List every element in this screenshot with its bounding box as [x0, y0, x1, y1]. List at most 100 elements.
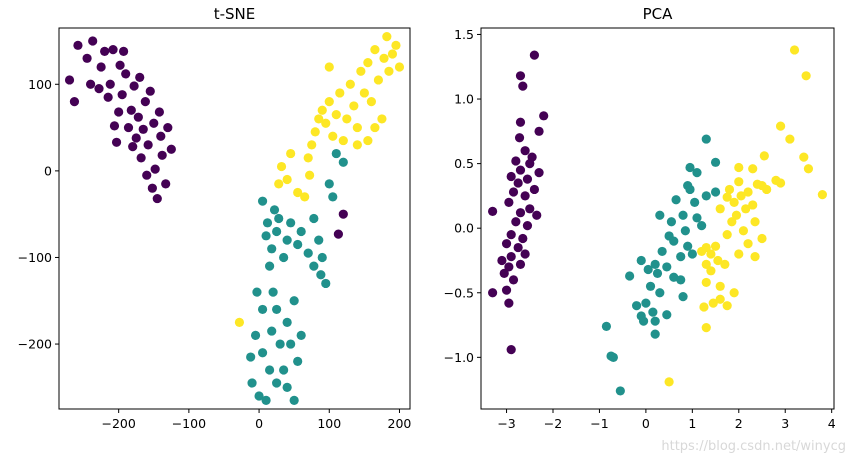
pca-point-s2-43 [708, 298, 718, 308]
pca-point-s2-38 [706, 266, 716, 276]
pca-point-s1-22 [636, 255, 646, 266]
pca-xtick-label-3: 0 [642, 416, 650, 431]
pca-point-s0-4 [515, 117, 526, 127]
tsne-point-s0-0 [64, 75, 75, 85]
tsne-point-s1-18 [317, 252, 327, 263]
tsne-point-s1-8 [282, 235, 292, 245]
tsne-point-s1-37 [250, 330, 261, 340]
pca-point-s1-18 [683, 241, 693, 251]
pca-xtick-label-7: 4 [828, 416, 836, 431]
tsne-point-s1-9 [286, 218, 296, 228]
tsne-xtick-label-1: −100 [172, 416, 206, 431]
tsne-point-s1-10 [293, 239, 303, 250]
tsne-ytick-label-0: −200 [18, 337, 52, 352]
pca-ytick-label-3: 0.5 [454, 156, 474, 171]
pca-point-s0-18 [520, 191, 530, 201]
tsne-xtick-label-0: −200 [101, 416, 135, 431]
pca-point-s1-28 [669, 272, 679, 282]
pca-point-s2-24 [731, 210, 742, 220]
tsne-point-s0-13 [111, 137, 122, 147]
pca-point-s1-29 [676, 275, 686, 285]
tsne-point-s2-30 [379, 53, 389, 63]
pca-point-s1-5 [685, 184, 695, 195]
pca-point-s0-19 [504, 197, 514, 207]
tsne-point-s0-25 [135, 72, 145, 82]
tsne-point-s1-16 [309, 213, 319, 224]
tsne-point-s2-5 [293, 187, 303, 198]
tsne-point-s2-20 [345, 79, 355, 89]
pca-point-s1-21 [676, 252, 686, 262]
tsne-point-s0-37 [156, 131, 166, 141]
pca-point-s1-35 [648, 307, 658, 317]
pca-point-s0-36 [508, 275, 519, 285]
tsne-point-s1-36 [257, 348, 268, 358]
pca-point-s2-34 [697, 246, 707, 257]
tsne-x-axis: −200 −100 0 100 200 [101, 409, 411, 431]
tsne-point-s2-1 [274, 179, 284, 189]
pca-ytick-label-2: 0.0 [454, 221, 474, 236]
pca-point-s2-48 [701, 323, 711, 333]
tsne-point-s2-16 [331, 109, 341, 120]
tsne-point-s2-32 [384, 66, 394, 76]
pca-point-s1-26 [652, 268, 663, 278]
tsne-point-s2-10 [310, 127, 320, 137]
tsne-point-s0-4 [85, 79, 96, 89]
pca-point-s0-0 [529, 50, 540, 60]
tsne-point-s0-41 [166, 144, 176, 154]
pca-point-s1-12 [655, 210, 665, 220]
pca-point-s2-2 [775, 121, 786, 131]
pca-point-s0-17 [508, 187, 519, 197]
pca-y-axis: −1.0 −0.5 0.0 0.5 1.0 1.5 [444, 27, 481, 365]
pca-point-s1-7 [701, 191, 711, 201]
pca-point-s1-43 [606, 351, 616, 361]
tsne-point-s1-20 [328, 192, 338, 202]
pca-point-s0-9 [511, 156, 521, 166]
tsne-point-s0-33 [149, 118, 159, 128]
pca-point-s1-36 [662, 310, 672, 320]
tsne-point-s0-29 [142, 170, 152, 180]
pca-point-s2-8 [734, 162, 744, 173]
pca-point-s2-30 [743, 239, 753, 249]
tsne-panel: t-SNE −200 −100 0 100 200 −200 −100 0 100 [18, 5, 412, 431]
pca-point-s0-26 [518, 233, 528, 244]
tsne-point-s1-26 [267, 326, 277, 336]
pca-point-s1-34 [632, 301, 642, 311]
tsne-point-s0-36 [154, 107, 164, 117]
pca-point-s2-37 [701, 259, 711, 269]
tsne-point-s0-38 [157, 150, 167, 160]
tsne-point-s0-40 [163, 122, 173, 133]
tsne-point-s2-33 [387, 49, 398, 59]
pca-point-s2-6 [759, 151, 769, 161]
tsne-point-s0-16 [117, 90, 127, 100]
tsne-point-s0-39 [161, 179, 171, 189]
tsne-point-s0-22 [129, 81, 139, 91]
tsne-point-s0-31 [145, 86, 155, 96]
tsne-point-s2-17 [335, 88, 345, 98]
pca-point-s1-27 [625, 271, 635, 281]
tsne-point-s0-17 [118, 46, 129, 56]
tsne-point-s0-32 [147, 183, 157, 193]
pca-point-s0-11 [515, 165, 526, 175]
pca-point-s2-26 [727, 217, 737, 227]
tsne-point-s1-11 [296, 226, 306, 237]
tsne-point-s2-3 [282, 174, 292, 185]
tsne-point-s2-8 [305, 170, 315, 180]
tsne-point-s1-32 [296, 330, 306, 340]
pca-point-s2-28 [722, 230, 732, 240]
pca-point-s1-41 [601, 321, 612, 331]
pca-panel: PCA −3 −2 −1 0 1 2 3 4 −1.0 −0.5 0.0 0.5 1.0 1.5 [444, 5, 836, 431]
tsne-point-s0-23 [131, 133, 141, 143]
pca-point-s0-10 [525, 159, 535, 169]
tsne-point-s2-22 [352, 122, 362, 133]
tsne-point-s0-5 [88, 36, 98, 46]
pca-point-s0-21 [515, 208, 526, 218]
pca-point-s1-13 [666, 217, 677, 227]
pca-xtick-label-6: 3 [781, 416, 789, 431]
pca-point-s2-3 [785, 134, 795, 144]
pca-point-s1-3 [692, 168, 702, 178]
pca-point-s0-34 [504, 262, 514, 272]
tsne-point-s2-34 [391, 40, 401, 50]
pca-point-s1-17 [669, 236, 679, 246]
pca-point-s1-30 [645, 281, 656, 291]
